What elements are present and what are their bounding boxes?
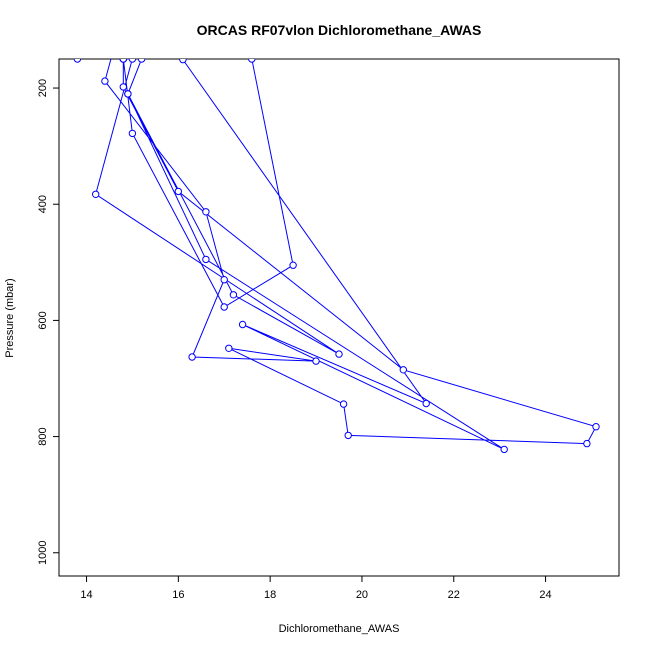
data-point: [248, 59, 256, 63]
data-point: [289, 261, 297, 269]
plot-frame: [58, 58, 620, 577]
x-tick-label: 24: [539, 589, 551, 601]
data-point: [119, 83, 128, 91]
data-point: [229, 291, 238, 299]
x-axis: 14 16 18 20 22 24: [80, 576, 552, 601]
x-tick-label: 14: [80, 589, 92, 601]
data-point: [399, 366, 407, 374]
x-tick-label: 16: [172, 589, 184, 601]
data-point: [335, 350, 343, 358]
data-point: [143, 38, 149, 44]
data-point: [220, 303, 228, 311]
data-point: [111, 44, 117, 50]
data-point: [174, 187, 183, 196]
x-tick-label: 20: [356, 589, 368, 601]
data-point: [238, 320, 247, 329]
data-point: [500, 445, 508, 454]
x-axis-label: Dichloromethane_AWAS: [279, 623, 400, 635]
y-tick-label: 200: [37, 79, 49, 97]
data-point: [344, 431, 352, 440]
y-tick-label: 800: [37, 427, 49, 445]
data-point: [583, 439, 591, 448]
series-line: [77, 59, 597, 450]
data-point: [137, 59, 146, 63]
data-point: [202, 255, 210, 264]
series-layer: [77, 59, 597, 450]
data-point: [179, 59, 187, 64]
data-point: [124, 90, 132, 98]
y-tick-label: 600: [37, 311, 49, 329]
data-point: [188, 353, 196, 361]
data-point: [225, 344, 233, 352]
y-tick-label: 400: [37, 195, 49, 213]
data-point: [101, 77, 109, 85]
data-point: [339, 400, 348, 408]
data-point: [592, 423, 600, 431]
data-point: [134, 38, 140, 44]
data-point: [202, 208, 210, 216]
chart-title: ORCAS RF07vlon Dichloromethane_AWAS: [197, 22, 482, 38]
data-point: [128, 59, 137, 63]
data-point: [422, 399, 430, 408]
data-point: [128, 129, 137, 138]
x-tick-label: 22: [448, 589, 460, 601]
data-point: [92, 190, 100, 199]
data-point: [220, 276, 228, 284]
data-point: [312, 357, 320, 365]
data-point: [125, 41, 131, 47]
y-axis-label: Pressure (mbar): [4, 278, 16, 357]
y-axis: 200 400 600 800 1000: [37, 79, 59, 565]
data-point: [119, 59, 127, 63]
data-point: [83, 38, 89, 44]
y-tick-label: 1000: [37, 541, 49, 565]
data-point: [73, 59, 82, 63]
marker-layer: [73, 38, 600, 454]
x-tick-label: 18: [264, 589, 276, 601]
